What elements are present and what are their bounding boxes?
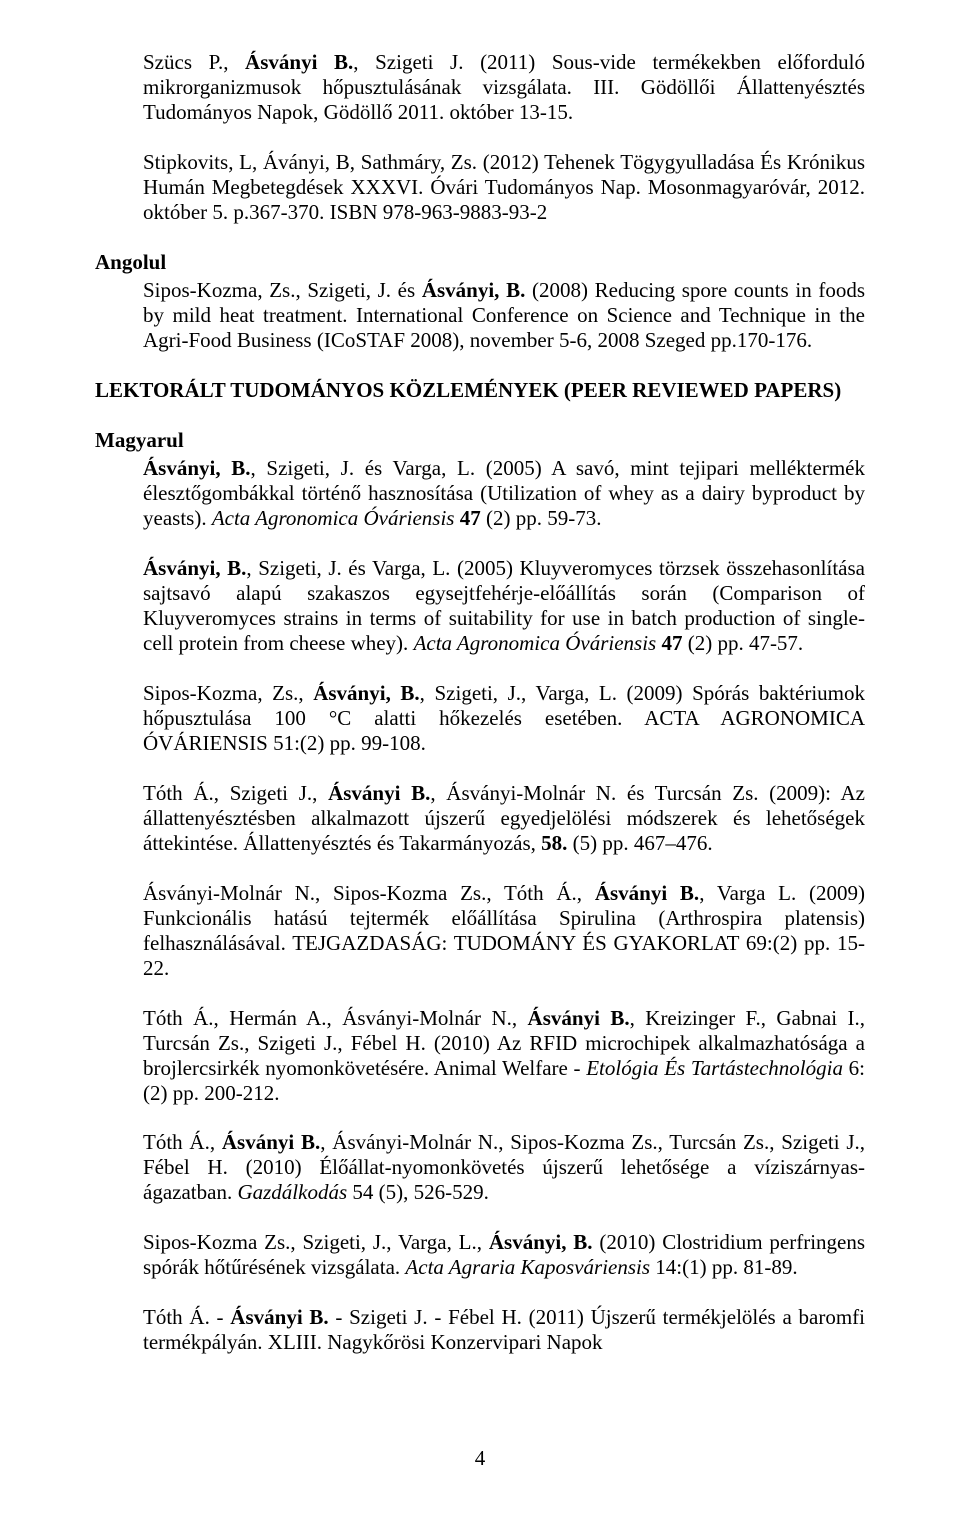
reference-entry: Stipkovits, L, Áványi, B, Sathmáry, Zs. … (95, 150, 865, 225)
volume-number: 47 (460, 506, 481, 530)
entry-text: Sipos-Kozma, Zs., (143, 681, 313, 705)
section-heading-angolul: Angolul (95, 250, 865, 275)
author-highlight: Ásványi, B. (313, 681, 419, 705)
entry-text: Sipos-Kozma Zs., Szigeti, J., Varga, L., (143, 1230, 489, 1254)
author-highlight: Ásványi, B. (422, 278, 526, 302)
reference-entry: Sipos-Kozma Zs., Szigeti, J., Varga, L.,… (95, 1230, 865, 1280)
entry-text: Tóth Á., (143, 1130, 222, 1154)
entry-text: (2) pp. 59-73. (481, 506, 602, 530)
entry-text: (2) pp. 47-57. (682, 631, 803, 655)
author-highlight: Ásványi B. (245, 50, 353, 74)
author-highlight: Ásványi B. (595, 881, 699, 905)
entry-text: Sipos-Kozma, Zs., Szigeti, J. és (143, 278, 422, 302)
journal-name: Acta Agraria Kaposváriensis (405, 1255, 650, 1279)
reference-entry: Ásványi, B., Szigeti, J. és Varga, L. (2… (95, 456, 865, 531)
reference-entry: Sipos-Kozma, Zs., Ásványi, B., Szigeti, … (95, 681, 865, 756)
entry-text: 54 (5), 526-529. (347, 1180, 489, 1204)
author-highlight: Ásványi, B. (143, 456, 251, 480)
author-highlight: Ásványi B. (528, 1006, 630, 1030)
reference-entry: Tóth Á., Szigeti J., Ásványi B., Ásványi… (95, 781, 865, 856)
author-highlight: Ásványi, B. (143, 556, 246, 580)
heading-text: Magyarul (95, 428, 184, 452)
author-highlight: Ásványi B. (222, 1130, 320, 1154)
journal-name: Etológia És Tartástechnológia (586, 1056, 843, 1080)
reference-entry: Szücs P., Ásványi B., Szigeti J. (2011) … (95, 50, 865, 125)
reference-entry: Sipos-Kozma, Zs., Szigeti, J. és Ásványi… (95, 278, 865, 353)
volume-number: 58. (541, 831, 567, 855)
entry-text: Tóth Á., Hermán A., Ásványi-Molnár N., (143, 1006, 528, 1030)
journal-name: Acta Agronomica Óváriensis (212, 506, 455, 530)
entry-text: Stipkovits, L, Áványi, B, Sathmáry, Zs. … (143, 150, 865, 224)
page-number: 4 (0, 1446, 960, 1471)
entry-text: (5) pp. 467–476. (567, 831, 712, 855)
journal-name: Acta Agronomica Óváriensis (414, 631, 657, 655)
reference-entry: Tóth Á. - Ásványi B. - Szigeti J. - Fébe… (95, 1305, 865, 1355)
author-highlight: Ásványi B. (230, 1305, 328, 1329)
reference-entry: Ásványi, B., Szigeti, J. és Varga, L. (2… (95, 556, 865, 656)
section-heading-lektoralt: LEKTORÁLT TUDOMÁNYOS KÖZLEMÉNYEK (PEER R… (95, 378, 865, 403)
reference-entry: Tóth Á., Ásványi B., Ásványi-Molnár N., … (95, 1130, 865, 1205)
entry-text: Ásványi-Molnár N., Sipos-Kozma Zs., Tóth… (143, 881, 595, 905)
entry-text: Tóth Á., Szigeti J., (143, 781, 328, 805)
entry-text: Szücs P., (143, 50, 245, 74)
author-highlight: Ásványi B. (328, 781, 430, 805)
document-page: Szücs P., Ásványi B., Szigeti J. (2011) … (0, 0, 960, 1355)
entry-text: 14:(1) pp. 81-89. (650, 1255, 798, 1279)
author-highlight: Ásványi, B. (489, 1230, 593, 1254)
journal-name: Gazdálkodás (237, 1180, 347, 1204)
volume-number: 47 (661, 631, 682, 655)
reference-entry: Ásványi-Molnár N., Sipos-Kozma Zs., Tóth… (95, 881, 865, 981)
heading-text: LEKTORÁLT TUDOMÁNYOS KÖZLEMÉNYEK (PEER R… (95, 378, 841, 402)
section-heading-magyarul: Magyarul (95, 428, 865, 453)
reference-entry: Tóth Á., Hermán A., Ásványi-Molnár N., Á… (95, 1006, 865, 1106)
entry-text: Tóth Á. - (143, 1305, 230, 1329)
page-number-value: 4 (475, 1446, 486, 1470)
heading-text: Angolul (95, 250, 166, 274)
